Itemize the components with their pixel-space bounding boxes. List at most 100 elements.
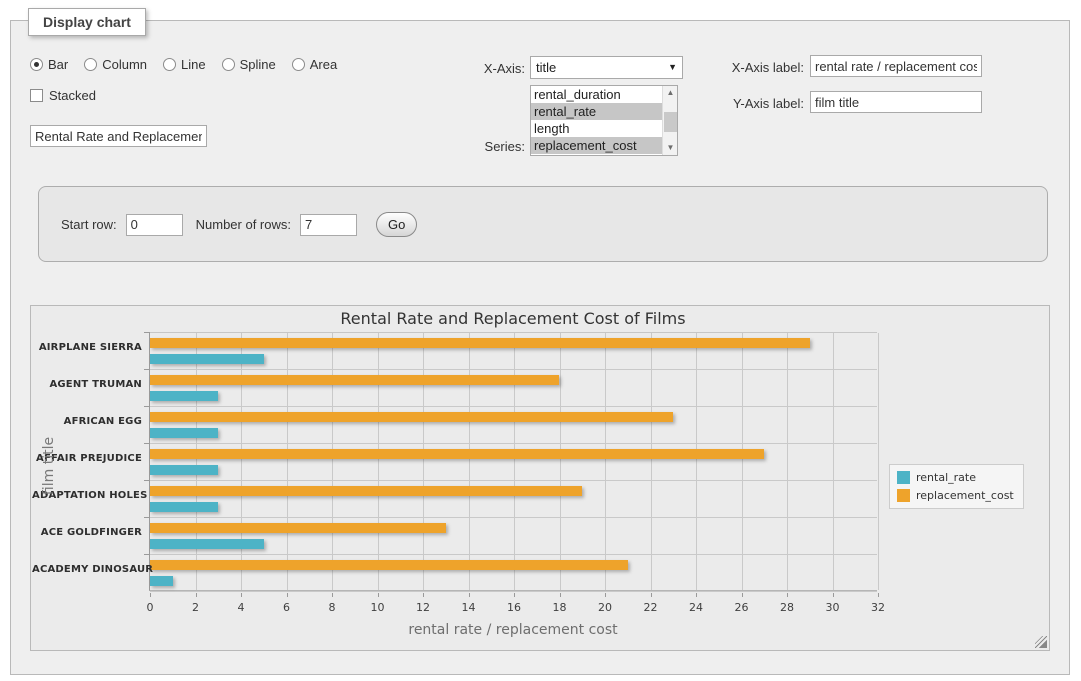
x-tick-label: 22 [631, 601, 671, 614]
radio-icon[interactable] [30, 58, 43, 71]
bar-replacement_cost[interactable] [150, 338, 810, 348]
bar-replacement_cost[interactable] [150, 523, 446, 533]
chart-type-label: Spline [240, 57, 276, 72]
category-row: AFFAIR PREJUDICE [150, 444, 877, 481]
x-tick-label: 24 [676, 601, 716, 614]
axis-tick [144, 332, 150, 333]
x-axis-title: rental rate / replacement cost [149, 622, 877, 638]
x-tick-label: 8 [312, 601, 352, 614]
x-axis-select[interactable]: title ▼ [530, 56, 683, 79]
category-row: AGENT TRUMAN [150, 370, 877, 407]
axis-tick [651, 593, 652, 597]
x-axis-label-input[interactable] [810, 55, 982, 77]
stacked-checkbox-row[interactable]: Stacked [30, 88, 96, 103]
start-row-input[interactable] [126, 214, 183, 236]
category-row: ADAPTATION HOLES [150, 481, 877, 518]
legend-item-rental_rate[interactable]: rental_rate [897, 471, 1014, 484]
axis-tick [150, 593, 151, 597]
category-row: AIRPLANE SIERRA [150, 333, 877, 370]
chevron-down-icon: ▼ [668, 62, 677, 72]
row-range-panel: Start row: Number of rows: Go [38, 186, 1048, 262]
x-axis-selected-value: title [536, 60, 556, 75]
resize-grip-icon[interactable] [1035, 636, 1047, 648]
x-tick-label: 4 [221, 601, 261, 614]
axis-tick [378, 593, 379, 597]
x-tick-label: 12 [403, 601, 443, 614]
bar-rental_rate[interactable] [150, 465, 218, 475]
scrollbar-thumb[interactable] [664, 112, 677, 132]
bar-replacement_cost[interactable] [150, 412, 673, 422]
axis-tick [144, 554, 150, 555]
bar-rental_rate[interactable] [150, 576, 173, 586]
axis-tick [696, 593, 697, 597]
legend-label: rental_rate [916, 471, 976, 484]
bar-replacement_cost[interactable] [150, 486, 582, 496]
x-tick-label: 14 [449, 601, 489, 614]
radio-icon[interactable] [84, 58, 97, 71]
radio-icon[interactable] [163, 58, 176, 71]
num-rows-input[interactable] [300, 214, 357, 236]
series-option-rental_duration[interactable]: rental_duration [531, 86, 662, 103]
radio-icon[interactable] [292, 58, 305, 71]
bar-replacement_cost[interactable] [150, 560, 628, 570]
legend-swatch-icon [897, 489, 910, 502]
chart-type-label: Bar [48, 57, 68, 72]
chart-type-column[interactable]: Column [84, 57, 147, 72]
x-tick-label: 10 [358, 601, 398, 614]
legend-swatch-icon [897, 471, 910, 484]
axis-tick [332, 593, 333, 597]
chart-type-bar[interactable]: Bar [30, 57, 68, 72]
series-option-rental_rate[interactable]: rental_rate [531, 103, 662, 120]
fieldset-legend: Display chart [28, 8, 146, 36]
bar-rental_rate[interactable] [150, 428, 218, 438]
y-axis-label-input[interactable] [810, 91, 982, 113]
chart-type-label: Area [310, 57, 337, 72]
go-button[interactable]: Go [376, 212, 417, 237]
legend-label: replacement_cost [916, 489, 1014, 502]
x-axis-select-label: X-Axis: [430, 61, 525, 76]
category-row: ACE GOLDFINGER [150, 518, 877, 555]
axis-tick [196, 593, 197, 597]
axis-tick [560, 593, 561, 597]
chart-type-area[interactable]: Area [292, 57, 337, 72]
axis-tick [144, 517, 150, 518]
stacked-checkbox[interactable] [30, 89, 43, 102]
category-row: ACADEMY DINOSAUR [150, 555, 877, 592]
axis-tick [878, 593, 879, 597]
x-tick-label: 6 [267, 601, 307, 614]
axis-tick [287, 593, 288, 597]
scrollbar[interactable]: ▲ ▼ [662, 86, 677, 155]
series-option-length[interactable]: length [531, 120, 662, 137]
axis-tick [144, 480, 150, 481]
series-listbox[interactable]: rental_durationrental_ratelengthreplacem… [530, 85, 678, 156]
x-tick-label: 26 [722, 601, 762, 614]
chart-type-group: Bar Column Line Spline Area [30, 57, 337, 72]
bar-replacement_cost[interactable] [150, 375, 559, 385]
scroll-down-icon[interactable]: ▼ [663, 141, 678, 155]
chart-type-spline[interactable]: Spline [222, 57, 276, 72]
x-tick-label: 2 [176, 601, 216, 614]
x-tick-label: 32 [858, 601, 898, 614]
axis-tick [514, 593, 515, 597]
bar-rental_rate[interactable] [150, 354, 264, 364]
radio-icon[interactable] [222, 58, 235, 71]
chart-title: Rental Rate and Replacement Cost of Film… [149, 309, 877, 328]
bar-rental_rate[interactable] [150, 502, 218, 512]
x-axis-label-caption: X-Axis label: [700, 60, 804, 75]
series-option-replacement_cost[interactable]: replacement_cost [531, 137, 662, 154]
bar-rental_rate[interactable] [150, 391, 218, 401]
bar-replacement_cost[interactable] [150, 449, 764, 459]
legend-item-replacement_cost[interactable]: replacement_cost [897, 489, 1014, 502]
x-tick-label: 28 [767, 601, 807, 614]
axis-tick [241, 593, 242, 597]
num-rows-label: Number of rows: [196, 217, 291, 232]
axis-tick [144, 369, 150, 370]
scroll-up-icon[interactable]: ▲ [663, 86, 678, 100]
series-label: Series: [430, 139, 525, 154]
bar-rental_rate[interactable] [150, 539, 264, 549]
y-axis-label-caption: Y-Axis label: [700, 96, 804, 111]
chart-type-line[interactable]: Line [163, 57, 206, 72]
series-options: rental_durationrental_ratelengthreplacem… [531, 86, 662, 155]
y-axis-title: film title [41, 316, 57, 616]
chart-title-input[interactable] [30, 125, 207, 147]
